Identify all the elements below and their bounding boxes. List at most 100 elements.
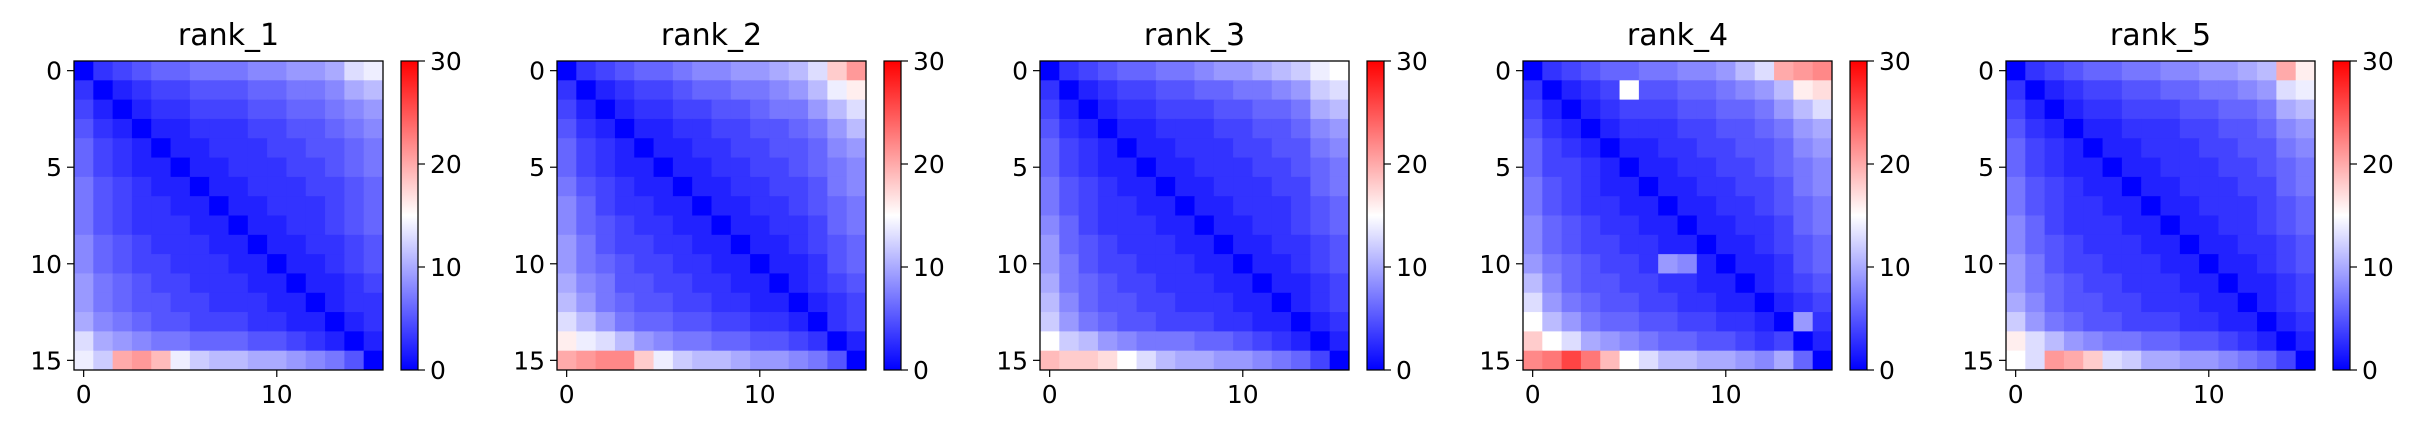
heatmap-cell: [1040, 234, 1060, 255]
heatmap-cell: [1523, 331, 1543, 352]
heatmap-cell: [1059, 157, 1080, 178]
y-tick-label: 5: [46, 153, 62, 182]
heatmap-cell: [2257, 350, 2277, 371]
heatmap-cell: [2160, 118, 2181, 139]
heatmap-cell: [692, 80, 712, 101]
heatmap-cell: [711, 157, 732, 178]
heatmap-cell: [1194, 254, 1215, 274]
heatmap-cell: [1619, 61, 1640, 81]
heatmap-cell: [2199, 196, 2219, 216]
heatmap-cell: [750, 215, 770, 236]
heatmap-cell: [305, 61, 326, 81]
heatmap-cell: [1677, 176, 1698, 197]
heatmap-cell: [74, 176, 94, 197]
heatmap-cell: [1175, 176, 1195, 197]
heatmap-cell: [1658, 61, 1678, 81]
heatmap-cell: [788, 157, 809, 178]
heatmap-cell: [267, 61, 287, 81]
heatmap-cell: [2160, 273, 2181, 294]
heatmap-cell: [1561, 331, 1582, 352]
heatmap-cell: [769, 80, 790, 101]
heatmap-cell: [1059, 80, 1080, 101]
x-tick-label: 10: [2193, 380, 2225, 409]
heatmap-cell: [325, 215, 345, 236]
heatmap-cell: [2237, 254, 2258, 274]
heatmap-cell: [2199, 99, 2219, 120]
heatmap-cell: [1271, 273, 1292, 294]
heatmap-cell: [1580, 273, 1601, 294]
heatmap-cell: [1716, 99, 1736, 120]
heatmap-cell: [1213, 273, 1234, 294]
heatmap-cell: [112, 312, 133, 332]
heatmap-cell: [2063, 176, 2084, 197]
heatmap-cell: [1812, 292, 1833, 313]
heatmap-cell: [1523, 138, 1543, 159]
heatmap-cell: [672, 80, 693, 101]
heatmap-cell: [325, 176, 345, 197]
heatmap-cell: [151, 118, 172, 139]
heatmap-cell: [1716, 215, 1736, 236]
heatmap-cell: [2276, 234, 2297, 255]
heatmap-cell: [1561, 234, 1582, 255]
heatmap-cell: [1271, 61, 1292, 81]
heatmap-cell: [730, 273, 751, 294]
heatmap-cell: [286, 331, 307, 352]
heatmap-cell: [228, 254, 249, 274]
heatmap-cell: [1040, 254, 1060, 274]
heatmap-cell: [750, 138, 770, 159]
heatmap-cell: [1658, 254, 1678, 274]
heatmap-cell: [2160, 254, 2181, 274]
heatmap-cell: [1735, 61, 1756, 81]
heatmap-cell: [576, 118, 597, 139]
heatmap-cell: [557, 118, 577, 139]
heatmap-cell: [1754, 215, 1775, 236]
heatmap-cell: [267, 331, 287, 352]
heatmap-cell: [672, 196, 693, 216]
heatmap-cell: [267, 273, 287, 294]
heatmap-cell: [74, 61, 94, 81]
heatmap-cell: [614, 99, 635, 120]
heatmap-cell: [2044, 118, 2065, 139]
heatmap-cell: [2295, 215, 2316, 236]
heatmap-cell: [711, 254, 732, 274]
heatmap-cell: [2257, 80, 2277, 101]
heatmap-cell: [557, 176, 577, 197]
heatmap-cell: [1078, 80, 1099, 101]
heatmap-cell: [2121, 234, 2142, 255]
heatmap-cell: [1754, 157, 1775, 178]
heatmap-cell: [1638, 157, 1659, 178]
heatmap-cell: [286, 292, 307, 313]
heatmap-cell: [1136, 350, 1157, 371]
heatmap-cell: [769, 157, 790, 178]
heatmap-cell: [634, 176, 655, 197]
heatmap-cell: [1252, 61, 1273, 81]
heatmap-cell: [576, 196, 597, 216]
heatmap-cell: [305, 176, 326, 197]
heatmap-cell: [1117, 61, 1138, 81]
heatmap-cell: [653, 157, 674, 178]
heatmap-cell: [2179, 176, 2200, 197]
heatmap-cell: [846, 138, 867, 159]
heatmap-cell: [112, 331, 133, 352]
heatmap-cell: [286, 80, 307, 101]
heatmap-cell: [1271, 80, 1292, 101]
heatmap-cell: [1793, 99, 1814, 120]
heatmap-cell: [2160, 157, 2181, 178]
heatmap-cell: [1619, 234, 1640, 255]
heatmap-cell: [750, 312, 770, 332]
heatmap-cell: [344, 350, 365, 371]
heatmap-cell: [2160, 292, 2181, 313]
heatmap-cell: [576, 292, 597, 313]
heatmap-cell: [2295, 312, 2316, 332]
heatmap-cell: [614, 292, 635, 313]
heatmap-cell: [2044, 138, 2065, 159]
heatmap-cell: [1619, 331, 1640, 352]
heatmap-cell: [672, 138, 693, 159]
heatmap-cell: [1542, 138, 1563, 159]
heatmap-cell: [74, 138, 94, 159]
heatmap-cell: [1600, 254, 1621, 274]
heatmap-cell: [1271, 196, 1292, 216]
heatmap-cell: [344, 80, 365, 101]
heatmap-cell: [576, 273, 597, 294]
y-tick-label: 10: [1479, 250, 1511, 279]
